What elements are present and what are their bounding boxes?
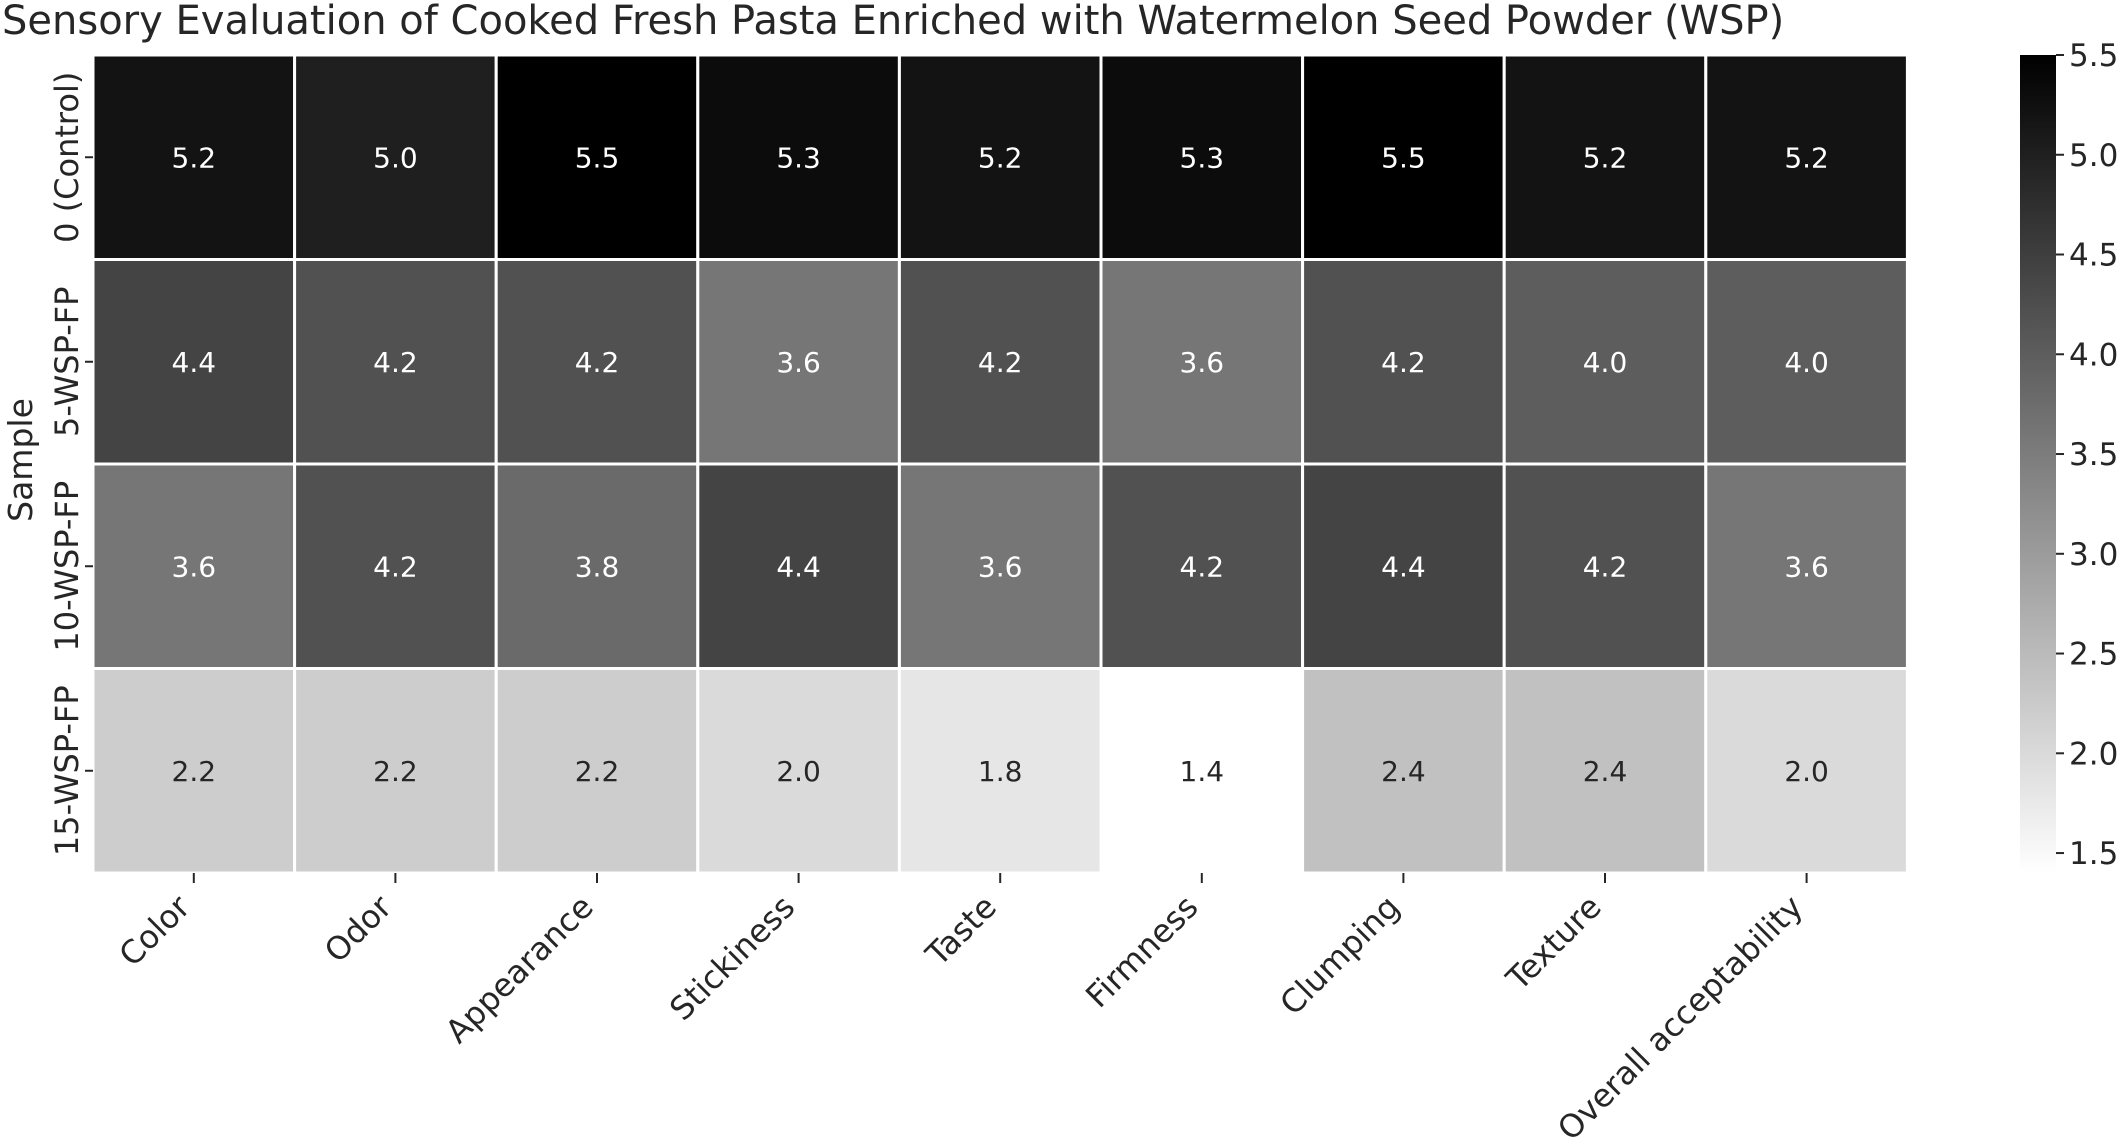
cell-value-label: 4.2 xyxy=(1381,346,1426,379)
colorbar-tick-label: 5.5 xyxy=(2069,38,2118,74)
colorbar-tick-label: 3.5 xyxy=(2069,437,2118,473)
colorbar-tick-label: 2.0 xyxy=(2069,736,2118,772)
x-tick-label: Texture xyxy=(1498,888,1608,998)
cell-value-label: 3.6 xyxy=(776,346,821,379)
x-axis-tick-labels: Color Odor Appearance Stickiness Taste Firmne… xyxy=(112,873,1810,1147)
cell-value-label: 5.0 xyxy=(373,141,418,174)
cell-value-label: 4.2 xyxy=(575,346,620,379)
y-tick-label: 15-WSP-FP xyxy=(48,685,86,856)
cell-value-label: 3.6 xyxy=(172,550,217,583)
cell-value-label: 2.2 xyxy=(172,755,217,788)
heatmap-cell xyxy=(1704,258,1909,466)
heatmap-cell xyxy=(696,667,901,875)
cell-value-label: 4.0 xyxy=(1784,346,1829,379)
heatmap-cell xyxy=(696,53,901,261)
cell-value-label: 2.0 xyxy=(1784,755,1829,788)
heatmap-cell xyxy=(1704,667,1909,875)
x-tick-label: Color xyxy=(112,887,199,974)
colorbar-gradient xyxy=(2020,55,2056,873)
heatmap-cell xyxy=(1704,462,1909,670)
colorbar-tick-label: 4.5 xyxy=(2069,238,2118,274)
cell-value-label: 5.2 xyxy=(1583,141,1628,174)
y-axis-tick-labels: 0 (Control) 5-WSP-FP 10-WSP-FP 15-WSP-FP xyxy=(48,72,93,856)
colorbar-tick-label: 2.5 xyxy=(2069,637,2118,673)
heatmap-cell xyxy=(91,462,297,670)
heatmap-cells: 5.2 5.0 5.5 5.3 5.2 5.3 5.5 5.2 5.2 4.4 4.2 4.2 3.6 4… xyxy=(91,53,1909,875)
cell-value-label: 3.8 xyxy=(575,550,620,583)
colorbar: 1.5 2.0 2.5 3.0 3.5 4.0 4.5 5.0 5.5 xyxy=(2020,38,2118,873)
chart-title: Sensory Evaluation of Cooked Fresh Pasta… xyxy=(2,0,1784,44)
colorbar-tick-label: 4.0 xyxy=(2069,337,2118,373)
heatmap-cell xyxy=(897,462,1103,670)
cell-value-label: 4.2 xyxy=(1180,550,1225,583)
cell-value-label: 4.0 xyxy=(1583,346,1628,379)
heatmap-cell xyxy=(494,462,700,670)
heatmap-cell xyxy=(1502,53,1708,261)
cell-value-label: 2.2 xyxy=(575,755,620,788)
x-tick-label: Odor xyxy=(317,887,400,970)
y-tick-label: 0 (Control) xyxy=(48,72,86,243)
heatmap-cell xyxy=(91,667,297,875)
heatmap-cell xyxy=(91,258,297,466)
cell-value-label: 1.4 xyxy=(1180,755,1225,788)
y-axis-label: Sample xyxy=(1,398,40,522)
cell-value-label: 5.3 xyxy=(776,141,821,174)
cell-value-label: 2.0 xyxy=(776,755,821,788)
cell-value-label: 4.2 xyxy=(978,346,1023,379)
cell-value-label: 5.5 xyxy=(1381,141,1426,174)
heatmap-cell xyxy=(1502,258,1708,466)
cell-value-label: 3.6 xyxy=(1180,346,1225,379)
cell-value-label: 3.6 xyxy=(1784,550,1829,583)
cell-value-label: 2.2 xyxy=(373,755,418,788)
cell-value-label: 4.2 xyxy=(1583,550,1628,583)
cell-value-label: 5.2 xyxy=(978,141,1023,174)
x-tick-label: Clumping xyxy=(1272,888,1407,1023)
cell-value-label: 4.4 xyxy=(776,550,821,583)
heatmap-cell xyxy=(91,53,297,261)
cell-value-label: 4.4 xyxy=(1381,550,1426,583)
y-tick-label: 10-WSP-FP xyxy=(48,481,86,652)
heatmap-cell xyxy=(1301,258,1506,466)
colorbar-tick-label: 3.0 xyxy=(2069,537,2118,573)
x-tick-label: Stickiness xyxy=(662,888,802,1028)
cell-value-label: 3.6 xyxy=(978,550,1023,583)
heatmap-cell xyxy=(1301,462,1506,670)
y-tick-label: 5-WSP-FP xyxy=(48,287,86,437)
heatmap-cell xyxy=(696,462,901,670)
cell-value-label: 4.2 xyxy=(373,550,418,583)
cell-value-label: 4.4 xyxy=(172,346,217,379)
heatmap-cell xyxy=(494,258,700,466)
cell-value-label: 4.2 xyxy=(373,346,418,379)
cell-value-label: 2.4 xyxy=(1583,755,1628,788)
x-tick-label: Firmness xyxy=(1078,888,1205,1015)
cell-value-label: 5.3 xyxy=(1180,141,1225,174)
heatmap-cell xyxy=(1099,53,1305,261)
heatmap-cell xyxy=(293,667,498,875)
heatmap-cell xyxy=(494,53,700,261)
colorbar-tick-label: 5.0 xyxy=(2069,138,2118,174)
cell-value-label: 1.8 xyxy=(978,755,1023,788)
x-tick-label: Appearance xyxy=(438,888,601,1051)
heatmap-cell xyxy=(293,462,498,670)
cell-value-label: 5.5 xyxy=(575,141,620,174)
heatmap-cell xyxy=(293,53,498,261)
cell-value-label: 5.2 xyxy=(172,141,217,174)
heatmap-cell xyxy=(897,258,1103,466)
cell-value-label: 2.4 xyxy=(1381,755,1426,788)
x-tick-label: Taste xyxy=(918,888,1004,974)
colorbar-ticks: 1.5 2.0 2.5 3.0 3.5 4.0 4.5 5.0 5.5 xyxy=(2056,38,2118,872)
cell-value-label: 5.2 xyxy=(1784,141,1829,174)
colorbar-tick-label: 1.5 xyxy=(2069,836,2118,872)
